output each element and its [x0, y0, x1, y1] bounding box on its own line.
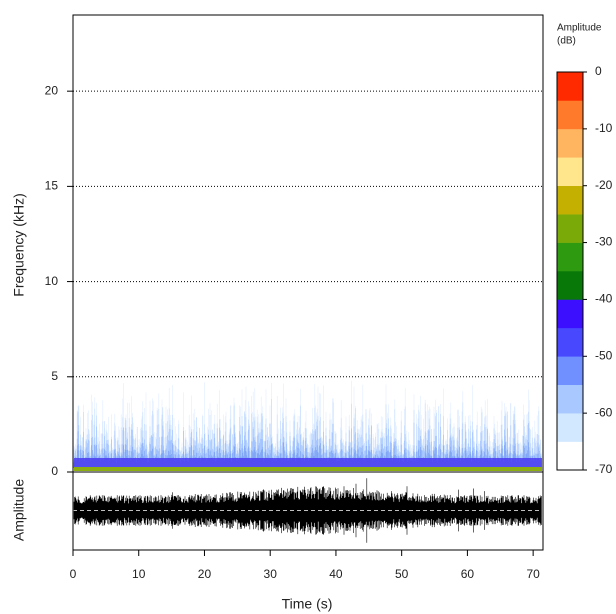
colorbar-frame	[556, 71, 584, 471]
colorbar-band	[557, 72, 583, 101]
x-tick-label: 50	[395, 567, 409, 581]
y-tick-label: 5	[51, 369, 58, 383]
y-tick-label: 0	[51, 464, 58, 478]
colorbar-band	[557, 299, 583, 329]
colorbar-band	[557, 356, 583, 386]
colorbar-band	[557, 128, 583, 158]
x-tick-label: 60	[461, 567, 475, 581]
colorbar-band	[557, 413, 583, 442]
y-axis-title: Frequency (kHz)	[11, 193, 27, 296]
colorbar-tick-label: -60	[595, 405, 613, 419]
x-tick-label: 20	[198, 567, 212, 581]
colorbar-band	[557, 384, 583, 414]
x-tick-label: 70	[526, 567, 540, 581]
x-tick-label: 10	[132, 567, 146, 581]
colorbar-band	[557, 157, 583, 187]
x-axis-title: Time (s)	[282, 596, 333, 612]
x-tick-label: 40	[329, 567, 343, 581]
colorbar-band	[557, 185, 583, 215]
spectrogram-low-band	[74, 458, 542, 468]
colorbar-band	[557, 441, 583, 471]
colorbar-tick-label: -40	[595, 292, 613, 306]
colorbar-tick-label: 0	[595, 64, 602, 78]
oscillogram-title: Amplitude	[11, 479, 27, 541]
colorbar-tick-label: -30	[595, 235, 613, 249]
y-tick-label: 15	[45, 179, 59, 193]
colorbar-tick-label: -20	[595, 178, 613, 192]
colorbar-band	[557, 327, 583, 357]
colorbar-title: (dB)	[557, 36, 576, 47]
spectrogram-base-band	[74, 467, 542, 471]
colorbar-tick-label: -70	[595, 462, 613, 476]
y-tick-label: 20	[45, 83, 59, 97]
colorbar-band	[557, 271, 583, 300]
x-tick-label: 30	[264, 567, 278, 581]
colorbar-tick-label: -50	[595, 348, 613, 362]
colorbar-title: Amplitude	[557, 23, 602, 34]
colorbar-band	[557, 242, 583, 272]
colorbar-tick-label: -10	[595, 121, 613, 135]
colorbar-band	[557, 214, 583, 243]
y-tick-label: 10	[45, 274, 59, 288]
x-tick-label: 0	[70, 567, 77, 581]
colorbar-band	[557, 100, 583, 130]
